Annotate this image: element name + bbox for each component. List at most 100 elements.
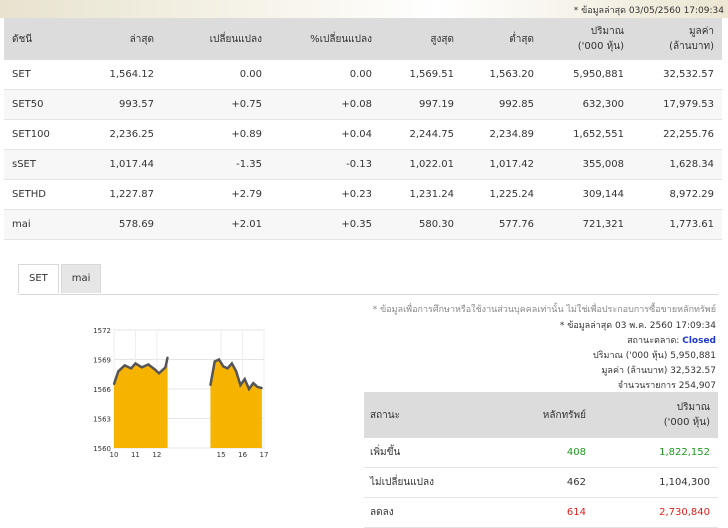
chart-point	[130, 367, 133, 370]
index-header-cell: ล่าสุด	[82, 18, 162, 60]
advance-decline-header: สถานะ หลักทรัพย์ ปริมาณ ('000 หุ้น)	[364, 392, 718, 438]
index-header-cell: ดัชนี	[4, 18, 82, 60]
last-update-info: * ข้อมูลล่าสุด 03 พ.ค. 2560 17:09:34	[559, 321, 716, 331]
index-cell-chg: +2.79	[162, 179, 270, 210]
chart-area-series-0	[114, 357, 168, 448]
chart-x-tick-label: 17	[260, 451, 269, 459]
index-cell-pchg: -0.13	[270, 149, 380, 180]
index-table-container: ดัชนี ล่าสุด เปลี่ยนแปลง %เปลี่ยนแปลง สูงสุด…	[4, 18, 722, 240]
volume-info: ปริมาณ ('000 หุ้น) 5,950,881	[592, 351, 716, 361]
market-status-value: Closed	[682, 336, 716, 346]
chart-y-tick-label: 1563	[93, 416, 111, 424]
chart-y-tick-label: 1569	[93, 357, 111, 365]
advance-decline-cell-label: ลดลง	[364, 497, 484, 528]
advance-decline-cell-volume: 1,104,300	[594, 467, 718, 498]
market-tabs: SET mai	[18, 264, 103, 294]
index-cell-vol: 355,008	[542, 149, 632, 180]
index-row[interactable]: SET100 2,236.25 +0.89 +0.04 2,244.75 2,234.89…	[4, 119, 722, 150]
index-row[interactable]: SETHD 1,227.87 +2.79 +0.23 1,231.24 1,225.24 3…	[4, 179, 722, 210]
chart-x-tick-label: 12	[152, 451, 161, 459]
index-cell-chg: +0.75	[162, 89, 270, 120]
advance-decline-body: เพิ่มขึ้น 408 1,822,152 ไม่เปลี่ยนแปลง 462 1,…	[364, 438, 718, 528]
chart-point	[166, 356, 169, 359]
index-cell-low: 1,017.42	[462, 149, 542, 180]
index-row[interactable]: SET 1,564.12 0.00 0.00 1,569.51 1,563.20 5,950…	[4, 60, 722, 90]
index-cell-vol: 1,652,551	[542, 119, 632, 150]
index-cell-vol: 309,144	[542, 179, 632, 210]
chart-point	[260, 387, 263, 390]
index-cell-pchg: +0.35	[270, 209, 380, 240]
index-cell-high: 580.30	[380, 209, 462, 240]
advance-decline-row: ไม่เปลี่ยนแปลง 462 1,104,300	[364, 467, 718, 498]
index-row[interactable]: SET50 993.57 +0.75 +0.08 997.19 992.85 632,300…	[4, 89, 722, 120]
chart-point	[117, 370, 120, 373]
chart-point	[147, 363, 150, 366]
tab-set[interactable]: SET	[18, 264, 59, 293]
index-cell-last: 2,236.25	[82, 119, 162, 150]
chart-point	[218, 358, 220, 361]
index-cell-chg: +0.89	[162, 119, 270, 150]
tab-divider	[18, 294, 718, 295]
index-cell-high: 1,569.51	[380, 60, 462, 90]
advance-decline-cell-label: ไม่เปลี่ยนแปลง	[364, 467, 484, 498]
index-table: ดัชนี ล่าสุด เปลี่ยนแปลง %เปลี่ยนแปลง สูงสุด…	[4, 18, 722, 240]
index-table-body: SET 1,564.12 0.00 0.00 1,569.51 1,563.20 5,950…	[4, 60, 722, 240]
index-cell-name[interactable]: sSET	[4, 149, 82, 180]
value-info: มูลค่า (ล้านบาท) 32,532.57	[601, 366, 717, 376]
trades-info: จำนวนรายการ 254,907	[617, 381, 716, 391]
index-cell-val: 22,255.76	[632, 119, 722, 150]
chart-x-tick-label: 15	[217, 451, 226, 459]
index-cell-last: 1,017.44	[82, 149, 162, 180]
chart-point	[230, 362, 233, 365]
index-cell-chg: +2.01	[162, 209, 270, 240]
index-cell-name: mai	[4, 209, 82, 240]
index-cell-val: 17,979.53	[632, 89, 722, 120]
chart-point	[248, 388, 250, 390]
chart-y-tick-label: 1566	[93, 386, 111, 394]
index-cell-high: 2,244.75	[380, 119, 462, 150]
index-cell-pchg: +0.04	[270, 119, 380, 150]
chart-point	[164, 366, 167, 369]
index-cell-pchg: +0.08	[270, 89, 380, 120]
index-cell-pchg: +0.23	[270, 179, 380, 210]
index-cell-last: 578.69	[82, 209, 162, 240]
advance-decline-row: ลดลง 614 2,730,840	[364, 497, 718, 528]
advance-decline-cell-count: 408	[484, 438, 594, 468]
advance-decline-container: สถานะ หลักทรัพย์ ปริมาณ ('000 หุ้น) เพิ่มข…	[364, 392, 718, 528]
chart-point	[213, 360, 216, 363]
index-cell-val: 1,773.61	[632, 209, 722, 240]
index-cell-low: 577.76	[462, 209, 542, 240]
index-cell-chg: 0.00	[162, 60, 270, 90]
chart-y-tick-label: 1560	[93, 445, 111, 453]
index-cell-name[interactable]: SET100	[4, 119, 82, 150]
index-header-cell: ต่ำสุด	[462, 18, 542, 60]
chart-point	[235, 370, 238, 373]
advance-decline-table: สถานะ หลักทรัพย์ ปริมาณ ('000 หุ้น) เพิ่มข…	[364, 392, 718, 528]
index-cell-val: 8,972.29	[632, 179, 722, 210]
chart-point	[256, 386, 259, 389]
index-cell-low: 2,234.89	[462, 119, 542, 150]
tab-mai[interactable]: mai	[60, 264, 102, 293]
chart-point	[239, 384, 242, 387]
index-cell-pchg: 0.00	[270, 60, 380, 90]
index-header-cell: ปริมาณ ('000 หุ้น)	[542, 18, 632, 60]
index-row[interactable]: mai 578.69 +2.01 +0.35 580.30 577.76 721,321 1,…	[4, 209, 722, 240]
index-table-header: ดัชนี ล่าสุด เปลี่ยนแปลง %เปลี่ยนแปลง สูงสุด…	[4, 18, 722, 60]
index-cell-vol: 632,300	[542, 89, 632, 120]
chart-x-tick-label: 10	[110, 451, 119, 459]
index-header-cell: สูงสุด	[380, 18, 462, 60]
index-cell-last: 1,564.12	[82, 60, 162, 90]
chart-point	[140, 366, 143, 369]
index-row[interactable]: sSET 1,017.44 -1.35 -0.13 1,022.01 1,017.42 35…	[4, 149, 722, 180]
advance-decline-header-cell: สถานะ	[364, 392, 484, 438]
index-cell-val: 32,532.57	[632, 60, 722, 90]
index-cell-name[interactable]: SET50	[4, 89, 82, 120]
advance-decline-cell-label: เพิ่มขึ้น	[364, 438, 484, 468]
index-cell-chg: -1.35	[162, 149, 270, 180]
index-cell-name: SET	[4, 60, 82, 90]
chart-point	[226, 367, 229, 370]
index-cell-vol: 721,321	[542, 209, 632, 240]
chart-point	[113, 383, 115, 386]
index-cell-name[interactable]: SETHD	[4, 179, 82, 210]
index-cell-high: 997.19	[380, 89, 462, 120]
